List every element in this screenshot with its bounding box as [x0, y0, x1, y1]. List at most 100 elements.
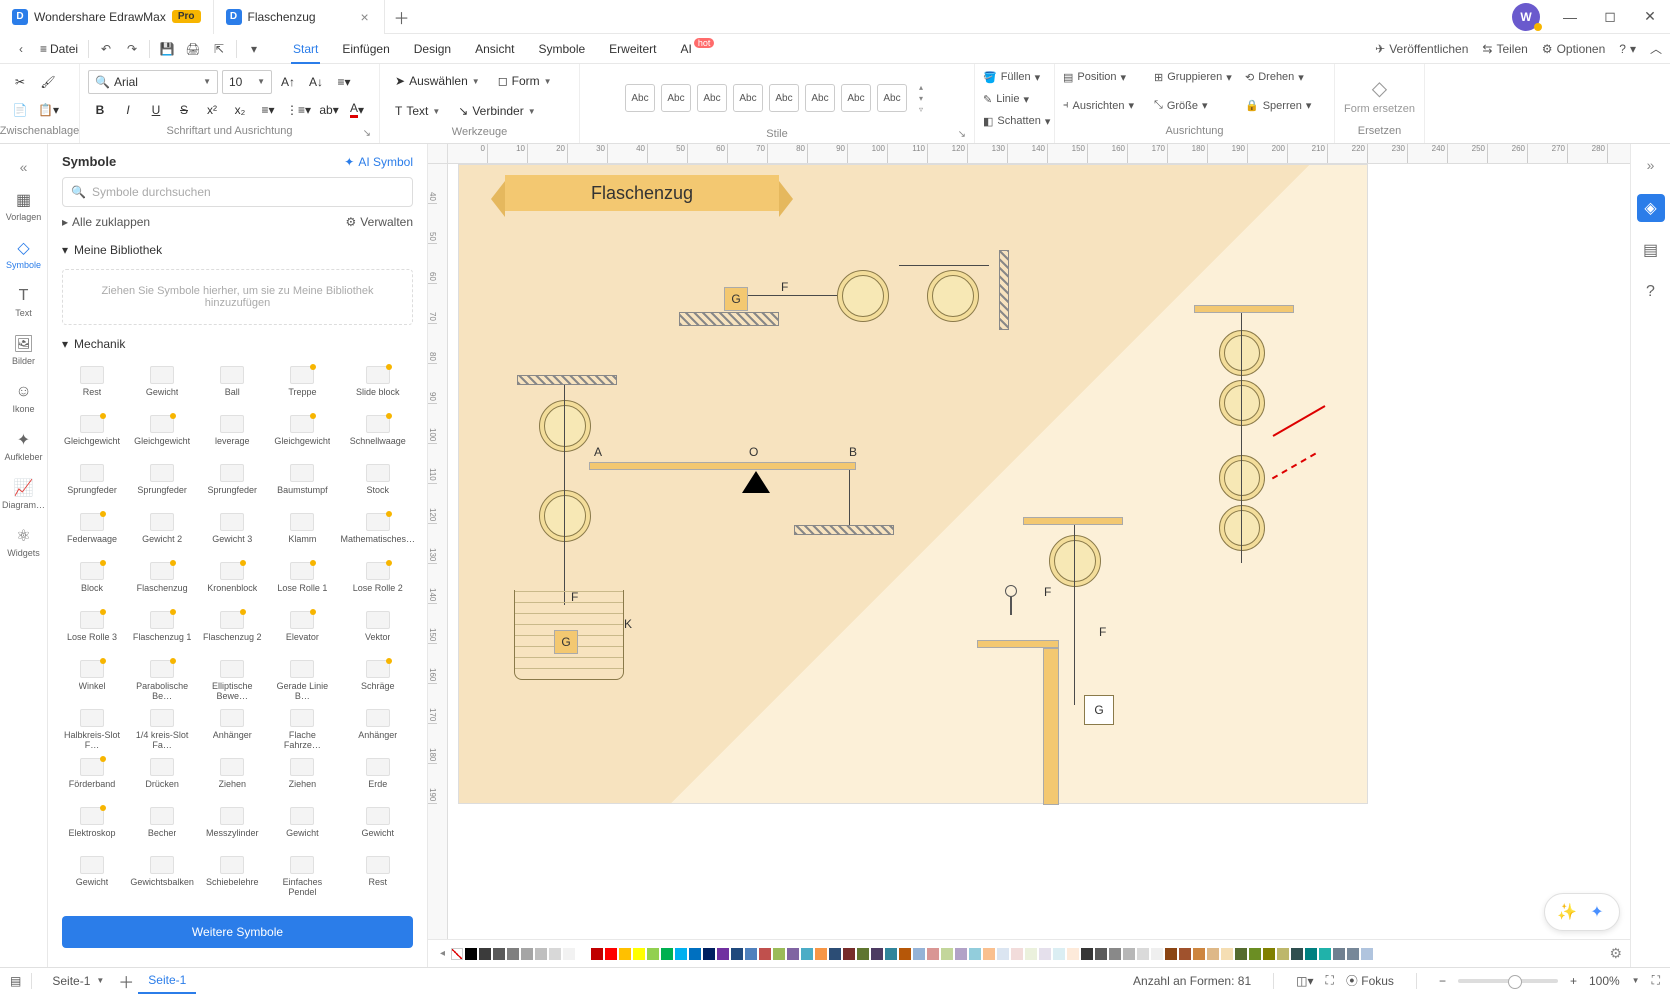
label-O[interactable]: O [749, 445, 758, 459]
style-swatch[interactable]: Abc [841, 84, 871, 112]
color-swatch[interactable] [1235, 948, 1247, 960]
shape-block-G[interactable]: G [724, 287, 748, 311]
symbol-item[interactable]: Gewicht [268, 804, 336, 851]
nav-symbols[interactable]: ◇Symbole [0, 230, 48, 278]
rotate-button[interactable]: ⟲Drehen▾ [1245, 68, 1326, 86]
connector-tool-button[interactable]: ↘Verbinder▼ [451, 98, 542, 124]
symbol-item[interactable]: Treppe [268, 363, 336, 410]
color-swatch[interactable] [619, 948, 631, 960]
colorbar-settings-button[interactable]: ⚙ [1609, 945, 1622, 962]
more-qat-button[interactable]: ▾ [241, 36, 267, 62]
color-swatch[interactable] [1221, 948, 1233, 960]
ai-symbol-link[interactable]: ✦AI Symbol [344, 155, 413, 169]
strikethrough-button[interactable]: S [172, 98, 196, 122]
color-swatch[interactable] [1207, 948, 1219, 960]
export-button[interactable]: ⇱ [206, 36, 232, 62]
shape-weight-G[interactable]: G [1084, 695, 1114, 725]
line-button[interactable]: ✎Linie▾ [983, 90, 1046, 108]
symbol-item[interactable]: Gewicht 3 [198, 510, 266, 557]
color-swatch[interactable] [871, 948, 883, 960]
print-button[interactable]: 🖨 [180, 36, 206, 62]
symbol-item[interactable]: Gleichgewicht [268, 412, 336, 459]
symbol-item[interactable]: Flaschenzug 2 [198, 608, 266, 655]
shape-hatch[interactable] [794, 525, 894, 535]
manage-button[interactable]: ⚙ Verwalten [346, 215, 413, 229]
rnav-help[interactable]: ? [1637, 278, 1665, 306]
shape-beam[interactable] [1023, 517, 1123, 525]
style-swatch[interactable]: Abc [805, 84, 835, 112]
color-swatch[interactable] [843, 948, 855, 960]
symbol-item[interactable]: Gewicht [58, 853, 126, 900]
symbol-item[interactable]: Gewicht [128, 363, 196, 410]
zoom-in-button[interactable]: + [1570, 974, 1577, 988]
focus-button[interactable]: ⦿ Fokus [1346, 972, 1394, 989]
publish-button[interactable]: ✈Veröffentlichen [1375, 42, 1468, 56]
tab-symbols[interactable]: Symbole [526, 34, 597, 64]
shape-line[interactable] [748, 295, 838, 296]
symbol-item[interactable]: Lose Rolle 2 [338, 559, 417, 606]
copy-button[interactable]: 📄 [8, 98, 32, 122]
shape-pulley[interactable] [539, 400, 591, 452]
font-grow-button[interactable]: A↑ [276, 70, 300, 94]
minimize-button[interactable]: — [1550, 0, 1590, 34]
color-swatch[interactable] [1025, 948, 1037, 960]
symbol-item[interactable]: Gleichgewicht [128, 412, 196, 459]
font-shrink-button[interactable]: A↓ [304, 70, 328, 94]
symbol-item[interactable]: Gewichtsbalken [128, 853, 196, 900]
select-tool-button[interactable]: ➤Auswählen▼ [388, 68, 487, 94]
color-swatch[interactable] [1277, 948, 1289, 960]
help-button[interactable]: ?▾ [1619, 42, 1636, 56]
layers-button[interactable]: ◫▾ [1296, 974, 1313, 988]
color-swatch[interactable] [1053, 948, 1065, 960]
colorbar-prev-button[interactable]: ◂ [436, 948, 449, 959]
style-swatch[interactable]: Abc [697, 84, 727, 112]
shape-arrow[interactable] [899, 265, 989, 266]
symbol-item[interactable]: Schräge [338, 657, 417, 704]
label-F[interactable]: F [1099, 625, 1106, 639]
shape-pulley[interactable] [1219, 505, 1265, 551]
symbol-item[interactable]: Elektroskop [58, 804, 126, 851]
library-dropzone[interactable]: Ziehen Sie Symbole hierher, um sie zu Me… [62, 269, 413, 325]
collapse-all-button[interactable]: ▸ Alle zuklappen [62, 215, 150, 229]
app-tab[interactable]: D Wondershare EdrawMax Pro [0, 0, 214, 34]
save-button[interactable]: 💾 [154, 36, 180, 62]
line-spacing-button[interactable]: ≡▾ [332, 70, 356, 94]
tab-ai[interactable]: AIhot [669, 34, 727, 64]
color-swatch[interactable] [773, 948, 785, 960]
color-swatch[interactable] [927, 948, 939, 960]
document-tab[interactable]: D Flaschenzug × [214, 0, 385, 34]
rnav-pages[interactable]: ▤ [1637, 236, 1665, 264]
shadow-button[interactable]: ◧Schatten▾ [983, 112, 1046, 130]
shape-rope[interactable] [1074, 525, 1075, 705]
symbol-search-input[interactable]: 🔍 Symbole durchsuchen [62, 177, 413, 207]
maximize-button[interactable]: ◻ [1590, 0, 1630, 34]
lock-button[interactable]: 🔒Sperren▾ [1245, 97, 1326, 115]
bullets-button[interactable]: ⋮≡▾ [284, 98, 313, 122]
shape-wall[interactable] [999, 250, 1009, 330]
color-swatch[interactable] [563, 948, 575, 960]
shape-post[interactable] [1043, 648, 1059, 805]
symbol-item[interactable]: Slide block [338, 363, 417, 410]
symbol-item[interactable]: 1/4 kreis-Slot Fa… [128, 706, 196, 753]
redo-button[interactable]: ↷ [119, 36, 145, 62]
shape-pulley[interactable] [1219, 455, 1265, 501]
shape-pulley[interactable] [1049, 535, 1101, 587]
color-swatch[interactable] [647, 948, 659, 960]
collapse-left-nav-button[interactable]: « [0, 152, 48, 182]
symbol-item[interactable]: Gewicht 2 [128, 510, 196, 557]
symbol-item[interactable]: Flache Fahrze… [268, 706, 336, 753]
tab-view[interactable]: Ansicht [463, 34, 526, 64]
color-swatch[interactable] [1291, 948, 1303, 960]
ai-sparkle-button[interactable]: ✦ [1585, 900, 1609, 924]
color-swatch[interactable] [1123, 948, 1135, 960]
symbol-item[interactable]: Block [58, 559, 126, 606]
shape-hatch[interactable] [679, 312, 779, 326]
color-swatch[interactable] [1011, 948, 1023, 960]
symbol-item[interactable]: Lose Rolle 1 [268, 559, 336, 606]
shape-triangle[interactable] [742, 471, 770, 493]
color-swatch[interactable] [1165, 948, 1177, 960]
outline-toggle[interactable]: ▤ [10, 974, 21, 988]
replace-shape-button[interactable]: ◇ Form ersetzen [1344, 76, 1415, 115]
color-swatch[interactable] [605, 948, 617, 960]
label-F[interactable]: F [1044, 585, 1051, 599]
